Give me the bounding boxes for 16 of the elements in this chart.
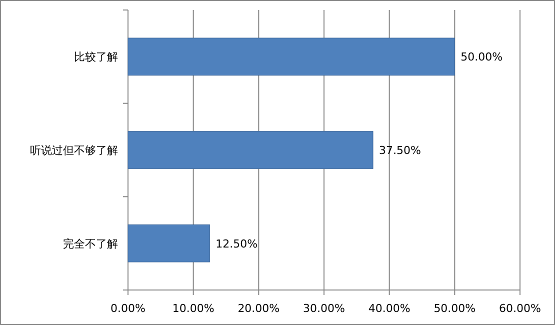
bar (128, 224, 210, 262)
data-label: 50.00% (460, 50, 503, 64)
bar (128, 38, 455, 76)
y-tick-label: 听说过但不够了解 (30, 144, 118, 157)
data-label: 12.50% (216, 237, 258, 250)
x-tick-label: 30.00% (303, 302, 345, 315)
x-tick-label: 60.00% (499, 302, 541, 315)
x-tick-label: 40.00% (368, 302, 410, 315)
y-tick-label: 完全不了解 (63, 237, 118, 250)
x-tick-label: 20.00% (238, 302, 280, 315)
x-tick-label: 10.00% (172, 302, 214, 315)
data-label: 37.50% (379, 144, 421, 157)
x-tick-label: 50.00% (434, 302, 476, 315)
x-tick-label: 0.00% (110, 302, 146, 315)
y-tick-label: 比较了解 (74, 50, 118, 64)
bar (128, 131, 374, 169)
